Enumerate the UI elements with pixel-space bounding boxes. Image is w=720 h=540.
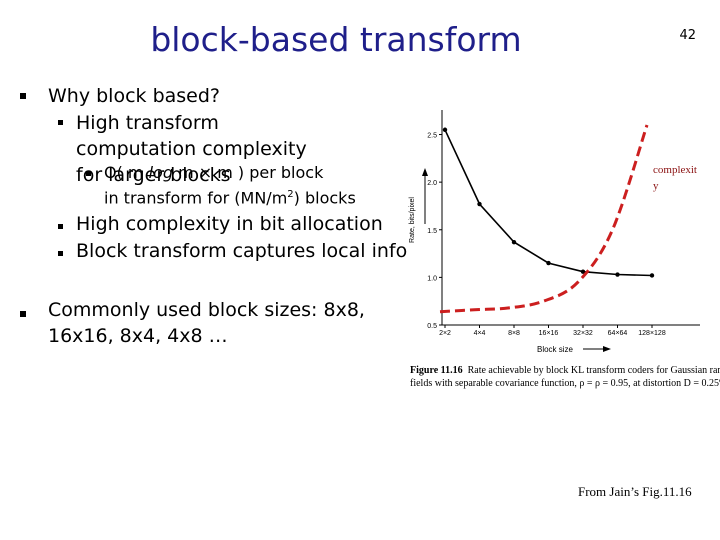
x-tick-label: 4×4: [474, 330, 486, 337]
page-number: 42: [679, 28, 696, 43]
bullet-marker: [20, 311, 26, 317]
bullet-high-computation: High transform computation complexity fo…: [76, 112, 307, 186]
rate-data-point: [546, 260, 551, 266]
rate-data-point: [580, 269, 586, 274]
y-tick-label: 2.0: [427, 180, 437, 187]
y-tick-label: 2.5: [427, 133, 437, 140]
x-axis-arrow: [603, 346, 611, 352]
bullet-block-sizes: Commonly used block sizes: 8x8, 16x16, 8…: [48, 299, 365, 347]
bullet-complexity-formula: O( m log m × m ) per block: [104, 163, 324, 182]
x-tick-label: 128×128: [638, 330, 666, 337]
x-axis-label: Block size: [537, 345, 574, 354]
rate-curve: [444, 129, 653, 277]
bullet-marker: [58, 251, 63, 256]
x-tick-label: 8×8: [508, 330, 520, 337]
rate-data-point: [477, 201, 482, 207]
bullet-complexity-blocks: in transform for (MN/m2) blocks: [104, 188, 356, 208]
complexity-annotation: complexit y: [653, 164, 697, 192]
y-tick-label: 0.5: [427, 323, 437, 330]
rate-data-point: [442, 127, 448, 132]
x-tick-label: 16×16: [539, 330, 559, 337]
figure-caption-line2: fields with separable covariance functio…: [410, 378, 720, 389]
bullet-local-info: Block transform captures local info: [76, 240, 408, 262]
bullet-why-block-based: Why block based?: [48, 85, 221, 107]
bullet-marker: [86, 171, 91, 176]
complexity-curve: [439, 124, 649, 314]
bullet-marker: [58, 120, 63, 125]
bullet-bit-allocation: High complexity in bit allocation: [76, 213, 383, 235]
figure-source: From Jain’s Fig.11.16: [578, 484, 692, 499]
y-axis-arrow: [422, 168, 428, 176]
y-tick-label: 1.5: [427, 228, 437, 235]
rate-data-point: [649, 273, 655, 278]
x-tick-label: 64×64: [608, 330, 628, 337]
figure-caption-line1: Figure 11.16 Rate achievable by block KL…: [410, 365, 720, 376]
x-tick-label: 32×32: [573, 330, 593, 337]
x-tick-label: 2×2: [439, 330, 451, 337]
rate-data-point: [615, 272, 620, 277]
rate-chart: Rate, bits/pixel 0.5 1.0 1.5 2.0 2.5 2×2 4×4 8…: [409, 110, 700, 354]
y-tick-label: 1.0: [427, 275, 437, 282]
y-axis-label: Rate, bits/pixel: [409, 197, 416, 243]
bullet-marker: [58, 224, 63, 229]
bullet-marker: [20, 93, 26, 99]
slide-title: block-based transform: [150, 20, 522, 59]
rate-data-point: [511, 239, 517, 245]
